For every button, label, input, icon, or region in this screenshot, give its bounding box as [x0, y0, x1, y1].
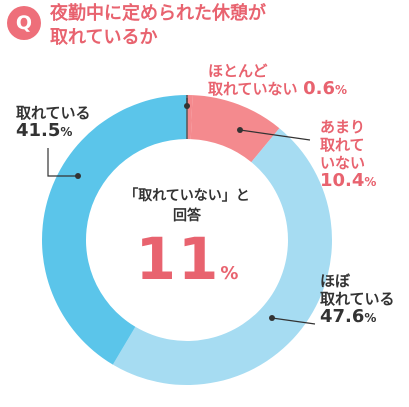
donut-slice-2: [112, 128, 332, 386]
label-toreteiru: 取れている 41.5%: [16, 104, 91, 141]
donut-slice-3: [41, 95, 187, 365]
label-hotondo-unit: %: [335, 83, 348, 97]
label-amari-line3: いない: [320, 154, 366, 172]
label-toreteiru-value: 41.5: [16, 120, 61, 141]
leader-line-3: [47, 148, 78, 177]
center-value-number: 11: [135, 225, 221, 293]
label-amari-line2: 取れて: [320, 136, 365, 154]
label-toreteiru-line1: 取れている: [16, 104, 91, 122]
label-amari-line1: あまり: [320, 118, 366, 136]
leader-lines: [47, 98, 316, 325]
label-amari-value: 10.4: [320, 170, 365, 191]
label-toreteiru-value-row: 41.5%: [16, 122, 91, 141]
label-hotondo-line1: ほとんど: [208, 62, 268, 80]
label-amari-value-row: 10.4%: [320, 172, 376, 191]
label-hobo-line1: ほぼ: [320, 272, 351, 290]
label-hobo: ほぼ 取れている 47.6%: [320, 272, 395, 327]
center-value-unit: %: [220, 263, 239, 284]
leader-line-1: [239, 129, 311, 141]
center-value: 11%: [103, 226, 271, 292]
label-hobo-unit: %: [364, 311, 377, 325]
question-badge: Q: [7, 6, 41, 40]
center-line-2: 回答: [173, 208, 201, 224]
label-hotondo-line2-row: 取れていない 0.6%: [208, 80, 347, 99]
question-title: 夜勤中に定められた休憩が 取れているか: [50, 2, 390, 50]
center-summary: 「取れていない」と 回答 11%: [103, 186, 271, 292]
leader-dot-3: [75, 173, 81, 179]
label-hobo-value-row: 47.6%: [320, 308, 395, 327]
center-line-1: 「取れていない」と: [124, 188, 250, 204]
question-line-1: 夜勤中に定められた休憩が: [50, 3, 266, 24]
leader-dot-2: [269, 315, 275, 321]
leader-dot-0: [184, 103, 190, 109]
label-hotondo-value: 0.6: [303, 78, 336, 99]
leader-dot-1: [237, 127, 243, 133]
label-toreteiru-unit: %: [60, 125, 73, 139]
label-amari: あまり 取れて いない 10.4%: [320, 118, 376, 191]
label-hotondo-line2: 取れていない: [208, 80, 298, 98]
question-line-2: 取れているか: [50, 27, 158, 48]
label-amari-unit: %: [364, 175, 377, 189]
label-hotondo: ほとんど 取れていない 0.6%: [208, 62, 347, 99]
leader-line-2: [271, 317, 316, 325]
donut-slice-1: [190, 95, 280, 163]
label-hobo-value: 47.6: [320, 306, 365, 327]
label-hobo-line2: 取れている: [320, 290, 395, 308]
